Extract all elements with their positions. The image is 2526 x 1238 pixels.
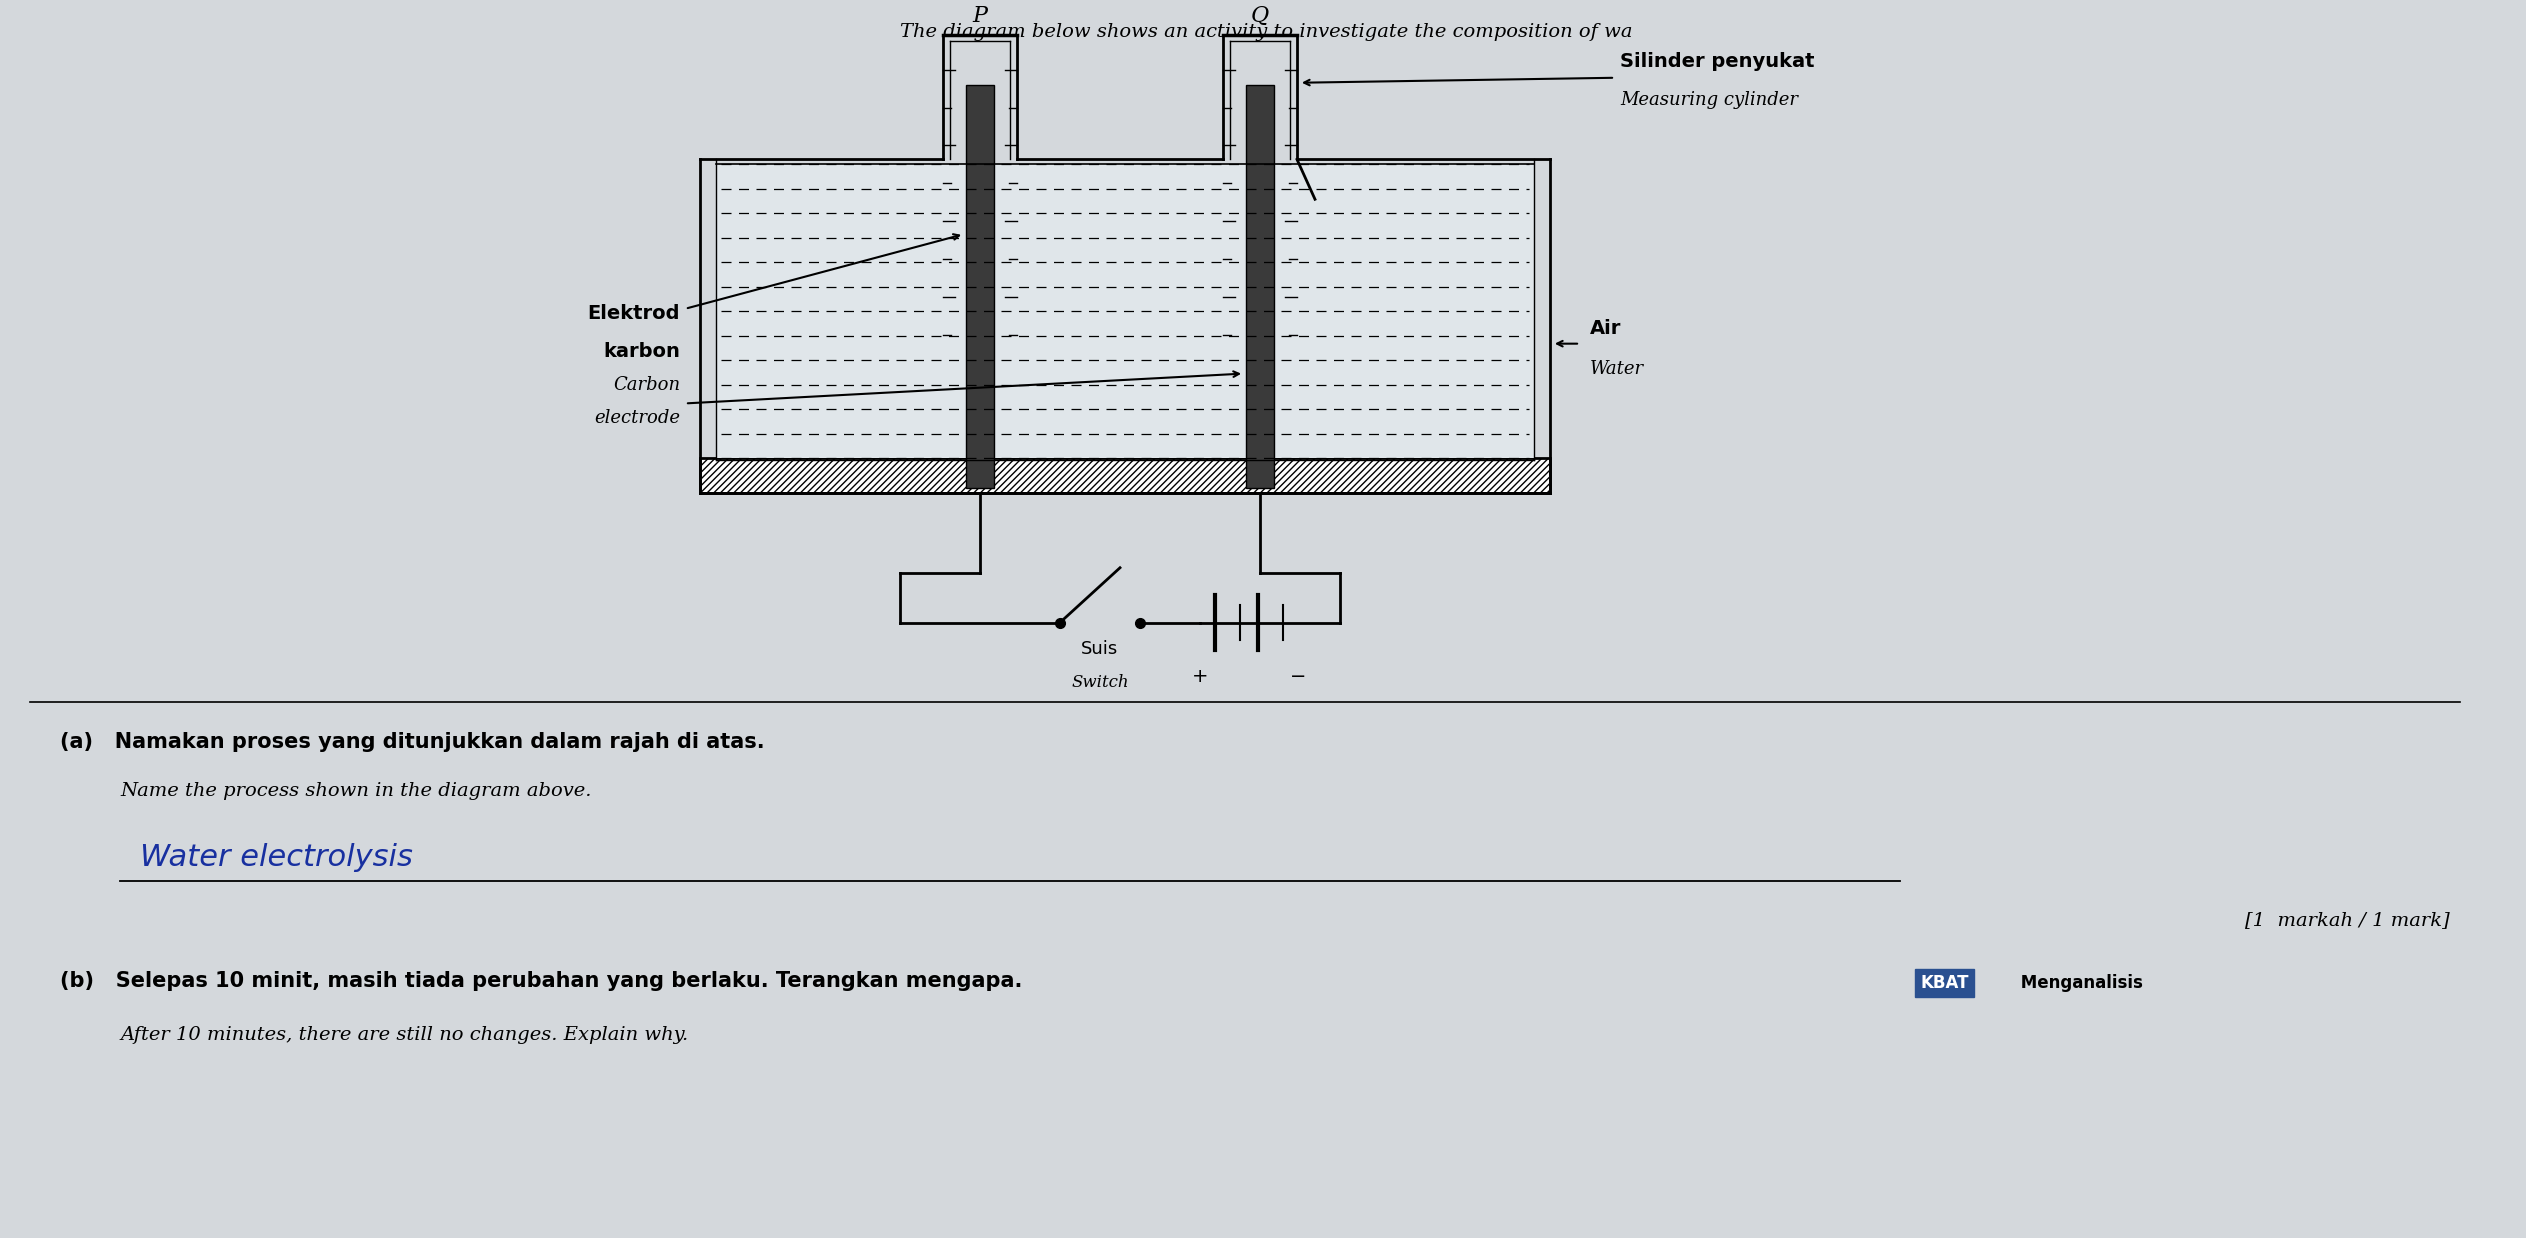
Bar — [1245, 84, 1273, 488]
Text: Water: Water — [1589, 359, 1644, 378]
Bar — [715, 165, 1533, 458]
Text: electrode: electrode — [594, 410, 679, 427]
Text: (b)   Selepas 10 minit, masih tiada perubahan yang berlaku. Terangkan mengapa.: (b) Selepas 10 minit, masih tiada peruba… — [61, 971, 1023, 992]
Text: Name the process shown in the diagram above.: Name the process shown in the diagram ab… — [121, 782, 591, 800]
Text: Suis: Suis — [1081, 640, 1119, 659]
Bar — [965, 84, 995, 488]
Text: Air: Air — [1589, 319, 1622, 338]
Text: +: + — [1192, 667, 1207, 686]
Text: Measuring cylinder: Measuring cylinder — [1619, 90, 1799, 109]
Text: Q: Q — [1250, 5, 1268, 27]
Text: karbon: karbon — [604, 342, 679, 361]
Text: The diagram below shows an activity to investigate the composition of wa: The diagram below shows an activity to i… — [899, 24, 1632, 41]
Text: Menganalisis: Menganalisis — [2016, 974, 2142, 992]
Text: Elektrod: Elektrod — [589, 305, 679, 323]
Text: Switch: Switch — [1071, 675, 1129, 691]
Text: KBAT: KBAT — [1920, 974, 1968, 992]
Text: P: P — [973, 5, 988, 27]
Text: After 10 minutes, there are still no changes. Explain why.: After 10 minutes, there are still no cha… — [121, 1026, 687, 1044]
Text: −: − — [1291, 667, 1306, 686]
Bar — [700, 458, 1551, 493]
Text: (a)   Namakan proses yang ditunjukkan dalam rajah di atas.: (a) Namakan proses yang ditunjukkan dala… — [61, 732, 765, 751]
Text: Silinder penyukat: Silinder penyukat — [1619, 52, 1814, 72]
Text: Water electrolysis: Water electrolysis — [139, 843, 412, 872]
Text: [1  markah / 1 mark]: [1 markah / 1 mark] — [2246, 911, 2450, 930]
Text: Carbon: Carbon — [614, 376, 679, 395]
